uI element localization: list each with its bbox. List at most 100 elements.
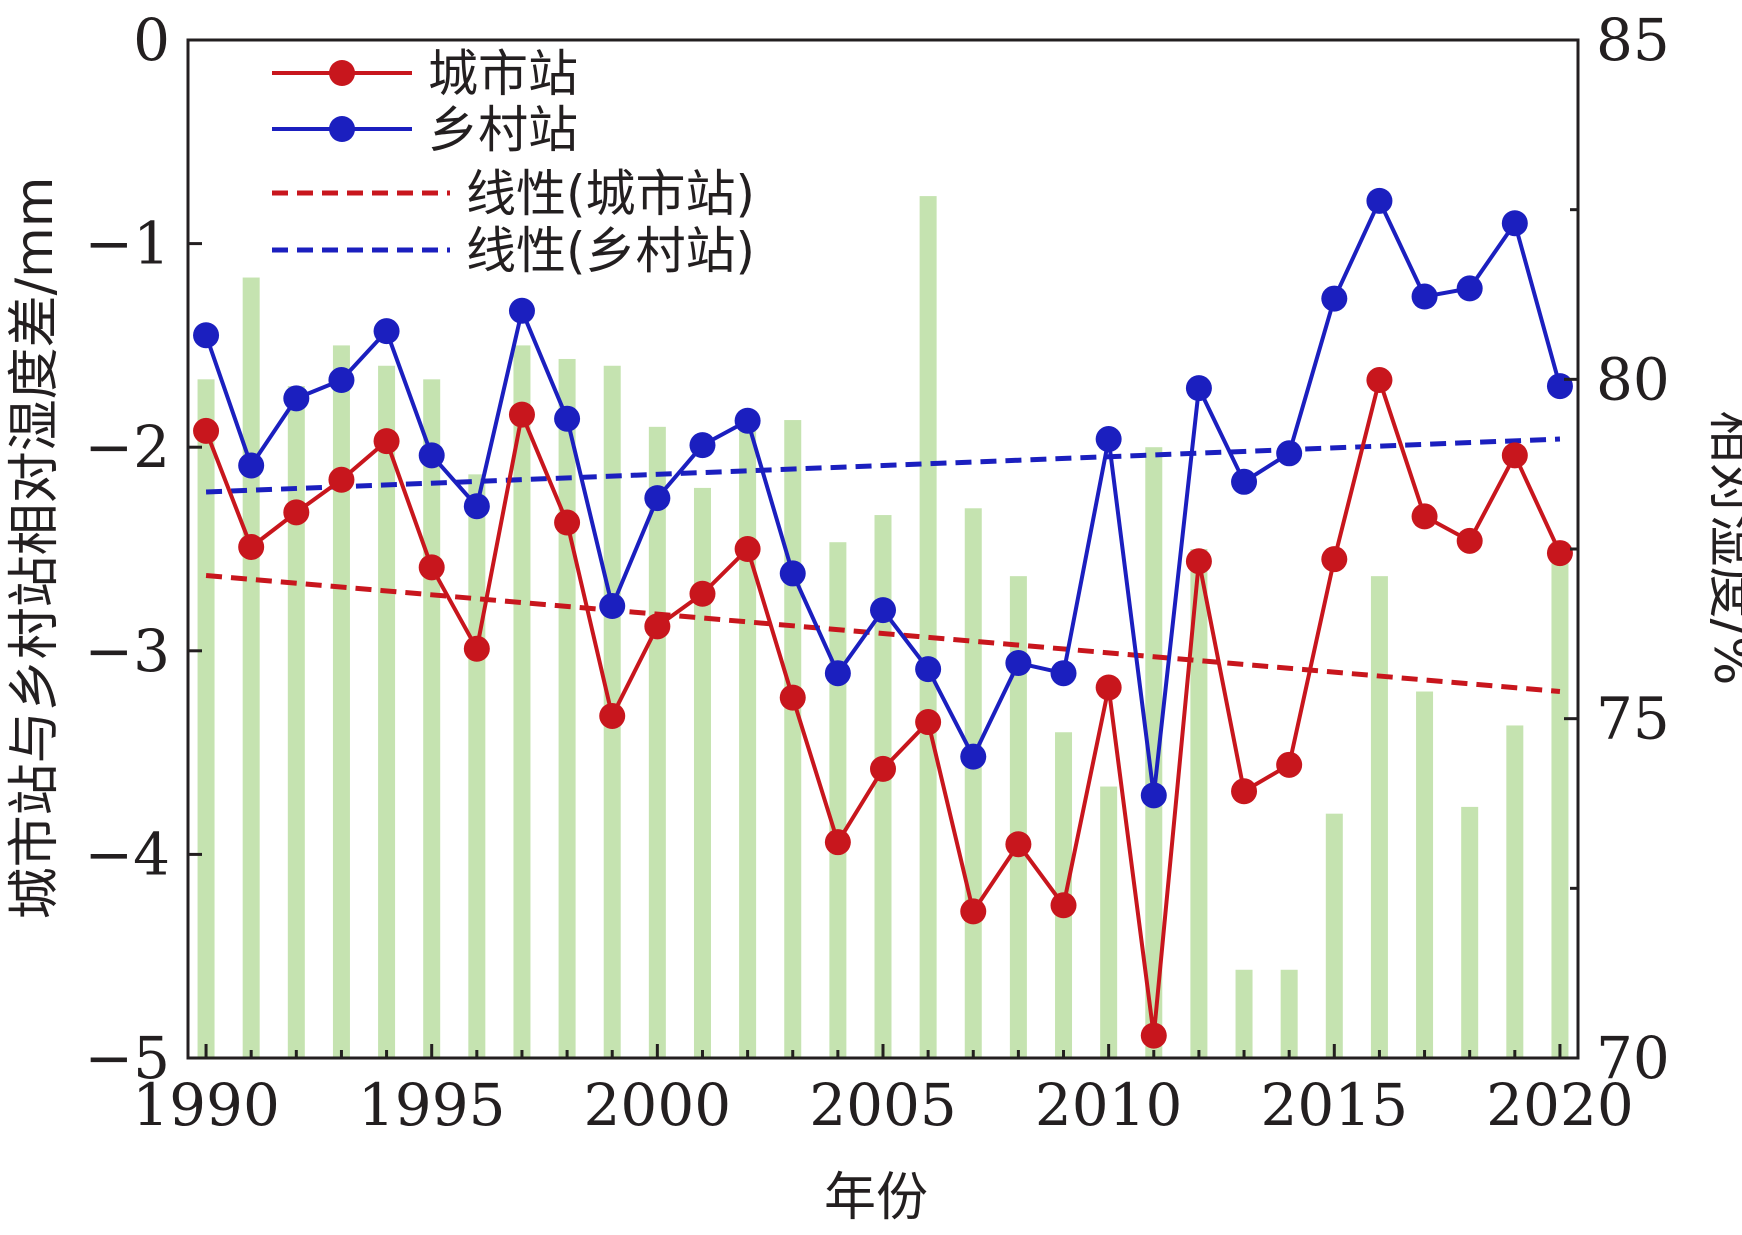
bar-2018 bbox=[1461, 806, 1479, 1058]
bar-2017 bbox=[1416, 691, 1434, 1058]
legend-rural-marker bbox=[329, 116, 355, 142]
bar-1992 bbox=[287, 386, 305, 1058]
trendline-rural bbox=[205, 436, 1561, 495]
bar-2016 bbox=[1370, 576, 1388, 1058]
point-rural-2018 bbox=[1456, 275, 1483, 302]
point-rural-2007 bbox=[960, 743, 987, 770]
point-urban-1991 bbox=[238, 533, 265, 560]
point-urban-1997 bbox=[508, 401, 535, 428]
y-right-tick-label-70: 70 bbox=[1596, 1024, 1670, 1092]
bar-2004 bbox=[829, 542, 847, 1058]
right-axis-title: 相对湿度/% bbox=[1702, 411, 1742, 686]
legend-rural-trend-label: 线性(乡村站) bbox=[466, 222, 755, 280]
point-urban-2008 bbox=[1005, 831, 1032, 858]
point-rural-1992 bbox=[283, 385, 310, 412]
point-rural-2006 bbox=[915, 656, 942, 683]
legend-urban-trend-label: 线性(城市站) bbox=[466, 165, 755, 223]
bar-2011 bbox=[1145, 447, 1163, 1058]
y-left-tick-label-1: −1 bbox=[85, 210, 171, 278]
tick-labels: 1990 1995 2000 2005 2010 2015 2020 0 −1 −2 −3 −4 −5 8… bbox=[85, 6, 1670, 1139]
point-urban-1994 bbox=[373, 428, 400, 455]
x-axis-title: 年份 bbox=[824, 1168, 928, 1228]
axis-ticks bbox=[188, 38, 1578, 1060]
bar-1997 bbox=[513, 345, 531, 1058]
point-urban-2011 bbox=[1140, 1022, 1167, 1049]
legend: 城市站 乡村站 线性(城市站) 线性(乡村站) bbox=[272, 45, 755, 280]
relative-humidity-bars bbox=[197, 196, 1569, 1059]
point-urban-2018 bbox=[1456, 527, 1483, 554]
point-rural-2019 bbox=[1501, 210, 1528, 237]
point-urban-2014 bbox=[1276, 751, 1303, 778]
bar-2006 bbox=[919, 196, 937, 1059]
bar-1995 bbox=[423, 379, 441, 1058]
point-rural-1998 bbox=[554, 405, 581, 432]
x-tick-label-1995: 1995 bbox=[358, 1071, 506, 1139]
bar-2008 bbox=[1009, 576, 1027, 1058]
bar-1994 bbox=[378, 365, 396, 1058]
bar-2015 bbox=[1325, 813, 1343, 1058]
left-axis-title: 城市站与乡村站相对湿度差/mm bbox=[5, 177, 65, 920]
bar-1993 bbox=[332, 345, 350, 1058]
point-rural-2009 bbox=[1050, 660, 1077, 687]
point-urban-2012 bbox=[1185, 548, 1212, 575]
bar-2020 bbox=[1551, 542, 1569, 1058]
point-urban-2006 bbox=[915, 709, 942, 736]
point-rural-2008 bbox=[1005, 650, 1032, 677]
bar-1991 bbox=[242, 277, 260, 1058]
point-urban-2003 bbox=[779, 684, 806, 711]
point-rural-1996 bbox=[463, 493, 490, 520]
data-series bbox=[193, 187, 1573, 1049]
x-tick-label-2005: 2005 bbox=[809, 1071, 957, 1139]
point-urban-2016 bbox=[1366, 367, 1393, 394]
bar-2012 bbox=[1190, 549, 1208, 1058]
point-rural-2020 bbox=[1546, 373, 1573, 400]
bar-2003 bbox=[784, 420, 802, 1058]
point-urban-2017 bbox=[1411, 503, 1438, 530]
point-rural-1991 bbox=[238, 452, 265, 479]
bar-2007 bbox=[964, 508, 982, 1058]
point-urban-1999 bbox=[599, 702, 626, 729]
legend-entry-rural-trend[interactable]: 线性(乡村站) bbox=[272, 222, 755, 280]
point-rural-1997 bbox=[508, 297, 535, 324]
point-rural-2015 bbox=[1321, 285, 1348, 312]
x-tick-label-2000: 2000 bbox=[584, 1071, 732, 1139]
point-urban-2002 bbox=[734, 536, 761, 562]
y-left-tick-label-0: 0 bbox=[133, 6, 170, 74]
point-urban-1990 bbox=[193, 417, 220, 444]
point-urban-1993 bbox=[328, 466, 355, 493]
point-rural-2017 bbox=[1411, 283, 1438, 310]
point-rural-2000 bbox=[644, 485, 671, 512]
legend-entry-urban-trend[interactable]: 线性(城市站) bbox=[272, 165, 755, 223]
legend-entry-rural[interactable]: 乡村站 bbox=[272, 101, 578, 159]
legend-urban-label: 城市站 bbox=[428, 45, 578, 103]
point-urban-2020 bbox=[1546, 540, 1573, 567]
bar-2000 bbox=[648, 426, 666, 1059]
point-rural-1994 bbox=[373, 318, 400, 345]
point-urban-2019 bbox=[1501, 442, 1528, 469]
point-urban-1998 bbox=[554, 509, 581, 536]
point-urban-1995 bbox=[418, 554, 445, 581]
point-rural-2016 bbox=[1366, 187, 1393, 214]
point-rural-1990 bbox=[193, 322, 220, 349]
point-rural-1993 bbox=[328, 367, 355, 394]
bar-1996 bbox=[468, 474, 486, 1058]
y-left-tick-label-4: −4 bbox=[85, 820, 171, 888]
point-urban-1996 bbox=[463, 635, 490, 662]
bar-1990 bbox=[197, 379, 215, 1058]
y-left-tick-label-3: −3 bbox=[85, 617, 171, 685]
x-tick-label-2015: 2015 bbox=[1260, 1071, 1408, 1139]
legend-entry-urban[interactable]: 城市站 bbox=[272, 45, 578, 103]
point-rural-2011 bbox=[1140, 782, 1167, 809]
bar-2002 bbox=[739, 420, 757, 1058]
point-urban-2013 bbox=[1231, 778, 1258, 805]
point-urban-2005 bbox=[870, 755, 896, 782]
point-urban-1992 bbox=[283, 499, 310, 526]
point-urban-2007 bbox=[960, 898, 987, 925]
x-tick-label-1990: 1990 bbox=[132, 1071, 280, 1139]
legend-urban-marker bbox=[329, 60, 355, 86]
point-rural-2004 bbox=[824, 660, 851, 687]
point-rural-2014 bbox=[1276, 440, 1303, 467]
y-right-tick-label-75: 75 bbox=[1596, 685, 1670, 753]
